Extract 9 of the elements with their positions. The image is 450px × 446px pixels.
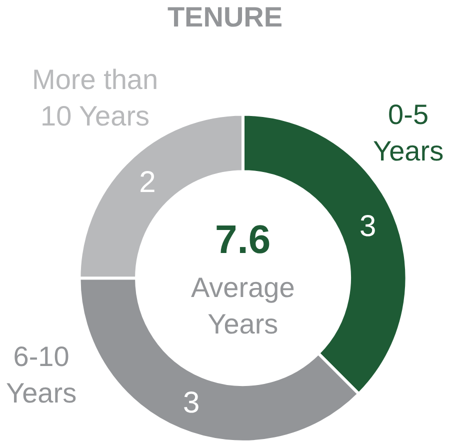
slice-label: 6-10 Years	[6, 341, 77, 408]
data-label: 2	[139, 166, 156, 200]
text: 7.6	[215, 218, 271, 262]
slice-label: More than 10 Years	[32, 64, 158, 132]
slice-label: 0-5 Years	[373, 99, 444, 166]
data-label: 3	[182, 386, 200, 420]
data-label: 3	[360, 210, 376, 243]
chart-title: TENURE	[167, 1, 283, 32]
text: Average Years	[191, 272, 295, 340]
